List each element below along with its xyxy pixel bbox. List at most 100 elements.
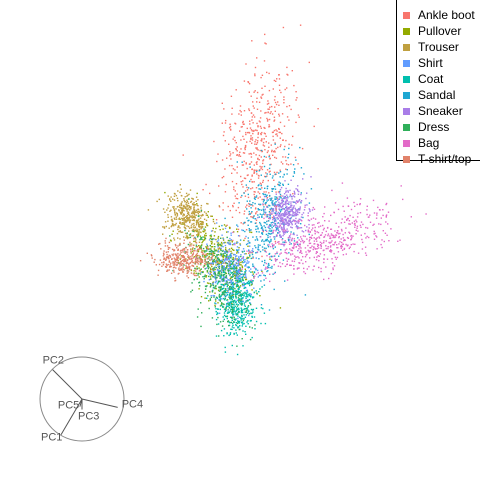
data-point (292, 207, 294, 209)
data-point (240, 222, 242, 224)
data-point (380, 217, 382, 219)
data-point (255, 320, 258, 323)
data-point (276, 227, 278, 229)
data-point (245, 310, 248, 312)
data-point (264, 250, 266, 253)
data-point (261, 215, 263, 218)
data-point (218, 335, 220, 337)
data-point (317, 245, 319, 248)
data-point (250, 271, 252, 273)
data-point (357, 252, 360, 254)
data-point (218, 244, 220, 246)
data-point (242, 282, 244, 285)
data-point (265, 135, 267, 137)
data-point (270, 259, 273, 261)
data-point (182, 256, 184, 258)
data-point (184, 201, 186, 203)
data-point (194, 230, 196, 232)
data-point (226, 302, 228, 305)
data-point (230, 267, 232, 270)
data-point (208, 262, 210, 264)
data-point (240, 139, 242, 141)
data-point (322, 249, 324, 252)
data-point (234, 123, 237, 125)
data-point (234, 264, 237, 267)
data-point (255, 139, 257, 141)
data-point (311, 224, 314, 226)
data-point (258, 169, 261, 171)
legend-item: Shirt (403, 55, 443, 71)
data-point (185, 215, 188, 218)
data-point (233, 202, 235, 204)
data-point (343, 239, 345, 242)
data-point (190, 206, 192, 208)
data-point (297, 245, 300, 247)
data-point (304, 256, 307, 258)
data-point (226, 317, 228, 320)
data-point (214, 302, 216, 304)
data-point (224, 346, 226, 349)
data-point (248, 250, 251, 252)
data-point (167, 251, 169, 253)
data-point (226, 294, 228, 297)
data-point (373, 233, 375, 235)
data-point (199, 269, 201, 271)
data-point (264, 322, 267, 325)
data-point (203, 239, 205, 241)
data-point (283, 225, 285, 228)
data-point (224, 315, 227, 318)
data-point (190, 227, 192, 229)
data-point (230, 234, 232, 236)
data-point (288, 219, 290, 221)
data-point (190, 268, 192, 271)
data-point (185, 260, 187, 262)
data-point (233, 268, 236, 270)
data-point (226, 280, 228, 283)
data-point (241, 161, 243, 163)
data-point (171, 233, 173, 235)
data-point (312, 269, 314, 271)
data-point (275, 226, 277, 228)
data-point (218, 274, 220, 276)
data-point (228, 249, 230, 251)
data-point (223, 273, 226, 275)
data-point (315, 252, 317, 255)
data-point (297, 190, 299, 192)
data-point (200, 271, 203, 274)
data-point (267, 102, 270, 105)
data-point (232, 301, 235, 303)
data-point (192, 234, 195, 237)
data-point (169, 198, 171, 200)
data-point (235, 324, 237, 326)
data-point (246, 127, 248, 130)
data-point (341, 241, 343, 244)
data-point (245, 283, 247, 285)
data-point (234, 190, 236, 192)
data-point (222, 228, 224, 230)
data-point (246, 294, 248, 296)
data-point (241, 261, 244, 263)
data-point (217, 242, 220, 244)
data-point (281, 201, 283, 203)
data-point (164, 191, 166, 194)
data-point (242, 120, 244, 123)
data-point (218, 271, 221, 273)
data-point (191, 214, 193, 216)
data-point (225, 250, 227, 253)
data-point (298, 190, 300, 193)
data-point (237, 277, 239, 279)
data-point (199, 273, 202, 275)
data-point (263, 209, 265, 211)
data-point (263, 243, 265, 245)
data-point (350, 244, 352, 246)
data-point (192, 254, 194, 256)
data-point (257, 157, 259, 160)
data-point (228, 271, 230, 274)
data-point (221, 262, 223, 264)
data-point (298, 262, 300, 264)
data-point (221, 122, 223, 124)
data-point (278, 198, 280, 200)
data-point (255, 307, 258, 309)
data-point (196, 248, 199, 251)
data-point (264, 275, 266, 277)
